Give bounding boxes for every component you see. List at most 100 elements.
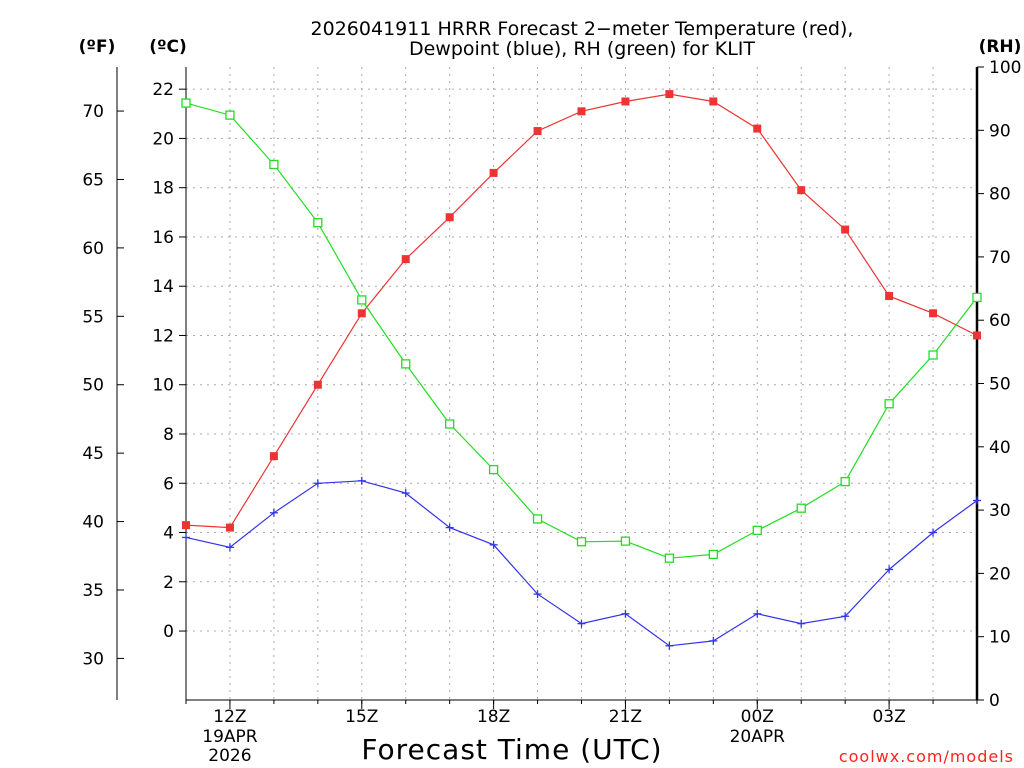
dewpoint-point xyxy=(797,619,806,628)
fahrenheit-tick-label: 35 xyxy=(82,581,104,601)
credit-label: coolwx.com/models xyxy=(839,747,1014,766)
rh-point xyxy=(620,536,631,546)
temperature-point xyxy=(665,90,674,99)
rh-tick-label: 90 xyxy=(989,121,1011,141)
chart-title-line1: 2026041911 HRRR Forecast 2−meter Tempera… xyxy=(311,18,854,40)
rh-point xyxy=(928,350,938,360)
dewpoint-point xyxy=(225,543,234,552)
rh-tick-label: 70 xyxy=(989,248,1011,268)
dewpoint-point xyxy=(401,489,410,498)
temperature-point xyxy=(533,127,542,136)
dewpoint-point xyxy=(665,641,674,650)
temperature-point xyxy=(797,186,806,195)
dewpoint-point xyxy=(621,609,630,618)
celsius-tick-label: 22 xyxy=(152,80,174,100)
dewpoint-point xyxy=(533,590,542,599)
fahrenheit-tick-label: 60 xyxy=(82,239,104,259)
x-tick-label: 18Z xyxy=(477,707,510,727)
temperature-point xyxy=(357,309,366,318)
rh-point xyxy=(752,525,762,536)
temperature-point xyxy=(753,124,762,133)
x-tick-label: 00Z xyxy=(741,707,774,727)
fahrenheit-tick-label: 45 xyxy=(82,444,104,464)
temperature-point xyxy=(577,107,586,116)
x-tick-label: 03Z xyxy=(872,707,905,727)
rh-point xyxy=(796,503,806,513)
rh-tick-label: 40 xyxy=(989,438,1011,458)
fahrenheit-unit-label: (ºF) xyxy=(79,37,116,57)
data-series xyxy=(181,90,982,650)
dewpoint-point xyxy=(182,533,190,542)
celsius-tick-label: 14 xyxy=(152,277,174,297)
temperature-point xyxy=(841,225,850,234)
celsius-tick-label: 2 xyxy=(163,573,174,593)
temperature-point xyxy=(885,292,894,301)
celsius-tick-label: 0 xyxy=(163,622,174,642)
rh-tick-label: 0 xyxy=(989,691,1000,711)
celsius-tick-label: 4 xyxy=(163,524,174,544)
celsius-tick-label: 6 xyxy=(163,474,174,494)
rh-point xyxy=(840,476,850,487)
dewpoint-point xyxy=(709,636,718,645)
rh-unit-label: (RH) xyxy=(979,37,1022,57)
rh-tick-label: 100 xyxy=(989,58,1021,78)
rh-point xyxy=(972,292,982,303)
rh-point xyxy=(357,295,367,305)
temperature-point xyxy=(621,97,630,106)
fahrenheit-tick-label: 30 xyxy=(82,649,104,669)
dewpoint-point xyxy=(929,528,938,537)
celsius-unit-label: (ºC) xyxy=(149,37,187,57)
dewpoint-point xyxy=(753,609,762,618)
rh-point xyxy=(269,159,279,170)
rh-tick-label: 20 xyxy=(989,564,1011,584)
dewpoint-point xyxy=(973,496,981,505)
celsius-tick-label: 12 xyxy=(152,326,174,346)
rh-point xyxy=(445,419,455,429)
rh-tick-label: 50 xyxy=(989,375,1011,395)
fahrenheit-tick-label: 65 xyxy=(82,170,104,190)
temperature-point xyxy=(489,168,498,177)
tick-labels: 0 2 4 6 8 10 12 14 16 18 20 22 30 35 40 45 50 55 60 65 70 0 10… xyxy=(82,58,1021,766)
rh-point xyxy=(401,359,411,369)
rh-point xyxy=(313,218,323,228)
axes xyxy=(116,66,984,709)
dewpoint-point xyxy=(841,612,850,621)
x-axis-title: Forecast Time (UTC) xyxy=(361,733,662,766)
x-tick-year-label: 2026 xyxy=(208,746,251,766)
temperature-point xyxy=(929,309,938,318)
rh-point xyxy=(488,464,499,475)
rh-point xyxy=(225,110,235,120)
temperature-point xyxy=(445,213,454,222)
rh-tick-label: 60 xyxy=(989,311,1011,331)
x-tick-date-label: 19APR xyxy=(202,727,258,747)
temperature-point xyxy=(401,255,410,264)
temperature-point xyxy=(182,521,190,530)
rh-point xyxy=(181,98,191,108)
celsius-tick-label: 20 xyxy=(152,129,174,149)
fahrenheit-tick-label: 40 xyxy=(82,513,104,533)
rh-point xyxy=(884,399,894,409)
x-tick-date-label: 20APR xyxy=(730,727,786,747)
chart-title-line2: Dewpoint (blue), RH (green) for KLIT xyxy=(409,38,755,60)
celsius-tick-label: 16 xyxy=(152,228,174,248)
dewpoint-point xyxy=(269,508,278,517)
fahrenheit-tick-label: 50 xyxy=(82,376,104,396)
celsius-tick-label: 10 xyxy=(152,376,174,396)
x-tick-label: 15Z xyxy=(345,707,378,727)
fahrenheit-tick-label: 55 xyxy=(82,307,104,327)
rh-point xyxy=(708,549,718,560)
rh-tick-label: 30 xyxy=(989,501,1011,521)
rh-point xyxy=(576,537,587,547)
grid-lines xyxy=(185,67,978,700)
celsius-tick-label: 18 xyxy=(152,179,174,199)
dewpoint-point xyxy=(489,540,498,549)
temperature-point xyxy=(709,97,718,106)
x-tick-label: 21Z xyxy=(609,707,642,727)
fahrenheit-tick-label: 70 xyxy=(82,102,104,122)
rh-line xyxy=(185,102,978,559)
dewpoint-point xyxy=(357,476,366,485)
temperature-point xyxy=(225,523,234,532)
rh-point xyxy=(664,553,675,563)
temperature-point xyxy=(973,331,981,340)
